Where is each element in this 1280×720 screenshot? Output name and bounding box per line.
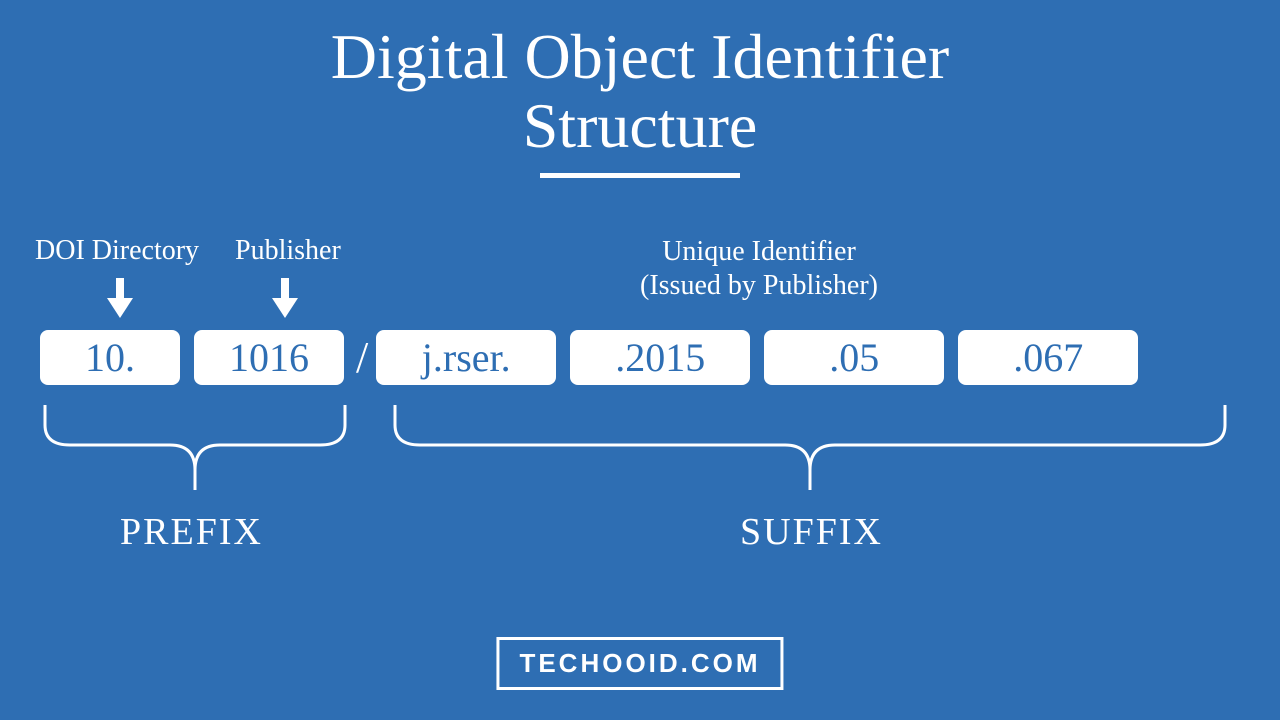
segment-separator: / [356, 332, 368, 383]
title-line-1: Digital Object Identifier [0, 20, 1280, 94]
segment-suffix-3: .05 [764, 330, 944, 385]
segment-prefix-publisher: 1016 [194, 330, 344, 385]
footer-badge: TECHOOID.COM [496, 637, 783, 690]
label-unique-identifier: Unique Identifier (Issued by Publisher) [640, 235, 878, 302]
title-underline [540, 173, 740, 178]
label-unique-line1: Unique Identifier [662, 236, 856, 267]
brace-suffix-icon [390, 400, 1230, 490]
segment-prefix-directory: 10. [40, 330, 180, 385]
segment-suffix-1: j.rser. [376, 330, 556, 385]
label-prefix-group: PREFIX [120, 510, 263, 554]
label-suffix-group: SUFFIX [740, 510, 883, 554]
segment-suffix-4: .067 [958, 330, 1138, 385]
arrow-down-icon [270, 278, 300, 318]
arrow-down-icon [105, 278, 135, 318]
title-block: Digital Object Identifier Structure [0, 0, 1280, 178]
brace-prefix-icon [40, 400, 350, 490]
label-publisher: Publisher [235, 235, 341, 267]
doi-segments: 10. 1016 / j.rser. .2015 .05 .067 [40, 330, 1152, 385]
label-doi-directory: DOI Directory [35, 235, 199, 267]
segment-suffix-2: .2015 [570, 330, 750, 385]
title-line-2: Structure [523, 89, 758, 163]
label-unique-line2: (Issued by Publisher) [640, 270, 878, 301]
